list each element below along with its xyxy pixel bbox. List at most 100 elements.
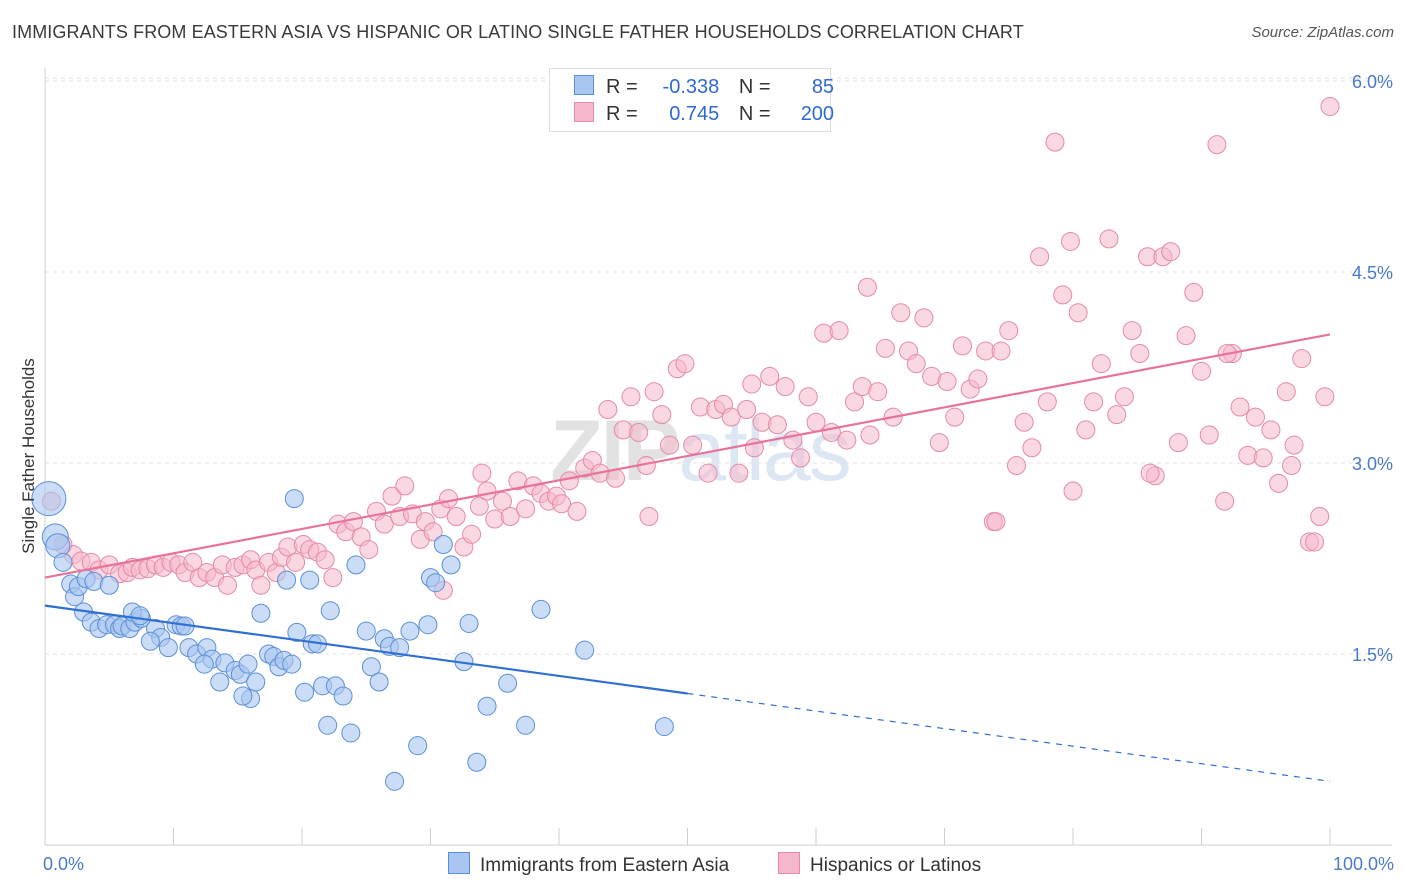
blue-point: [433, 534, 453, 554]
pink-point: [492, 491, 512, 511]
pink-point: [1276, 382, 1296, 402]
pink-point: [986, 512, 1006, 532]
pink-point: [1215, 491, 1235, 511]
pink-point: [1053, 285, 1073, 305]
pink-point: [1006, 456, 1026, 476]
blue-point: [467, 752, 487, 772]
blue-point: [318, 715, 338, 735]
pink-point: [1107, 405, 1127, 425]
blue-point: [31, 481, 67, 517]
pink-point: [675, 354, 695, 374]
blue-point: [575, 640, 595, 660]
pink-point: [472, 463, 492, 483]
pink-point: [1192, 361, 1211, 381]
pink-point: [621, 387, 641, 407]
n-value: 200: [800, 103, 835, 125]
pink-point: [644, 382, 664, 402]
blue-point: [441, 555, 461, 575]
pink-point: [952, 336, 972, 356]
pink-point: [516, 499, 536, 519]
pink-point: [1269, 473, 1289, 493]
blue-swatch: [574, 75, 594, 95]
pink-swatch: [778, 852, 800, 874]
pink-point: [945, 407, 965, 427]
pink-point: [1091, 354, 1111, 374]
pink-point: [729, 463, 749, 483]
pink-point: [374, 514, 394, 534]
pink-point: [742, 374, 762, 394]
blue-point: [459, 613, 479, 633]
pink-point: [698, 463, 718, 483]
pink-point: [767, 415, 787, 435]
pink-swatch: [574, 102, 594, 122]
blue-point: [385, 771, 405, 791]
legend-row-pink: R = 0.745 N = 200: [574, 102, 834, 126]
blue-point: [341, 723, 361, 743]
blue-point: [477, 696, 497, 716]
pink-point: [359, 540, 379, 560]
blue-point: [277, 570, 297, 590]
blue-point: [251, 603, 271, 623]
x-tick-label-min: 0.0%: [43, 854, 84, 874]
pink-point: [1014, 412, 1034, 432]
pink-point: [438, 489, 458, 509]
pink-point: [1114, 387, 1134, 407]
pink-point: [639, 506, 659, 526]
blue-point: [284, 489, 304, 509]
pink-point: [1245, 407, 1265, 427]
blue-point: [369, 672, 389, 692]
n-label: N =: [738, 103, 771, 125]
pink-point: [1305, 532, 1325, 552]
blue-point: [361, 657, 381, 677]
pink-point: [1253, 448, 1273, 468]
pink-point: [1140, 463, 1160, 483]
pink-point: [567, 501, 587, 521]
y-axis-label: Single Father Households: [19, 358, 38, 554]
pink-point: [1199, 425, 1219, 445]
y-tick-label: 1.5%: [1352, 645, 1393, 665]
pink-point: [868, 382, 888, 402]
pink-point: [1261, 420, 1281, 440]
pink-point: [462, 524, 482, 544]
pink-point: [1060, 231, 1080, 251]
pink-point: [629, 422, 649, 442]
pink-point: [323, 568, 343, 588]
pink-point: [217, 575, 237, 595]
pink-point: [968, 369, 988, 389]
pink-point: [837, 430, 857, 450]
blue-point: [418, 615, 438, 635]
pink-point: [1230, 397, 1250, 417]
pink-point: [860, 425, 880, 445]
pink-point: [1281, 456, 1301, 476]
blue-point: [210, 672, 230, 692]
pink-point: [500, 506, 520, 526]
pink-point: [791, 448, 811, 468]
blue-point: [390, 638, 410, 658]
trend-lines: [44, 333, 1331, 782]
blue-point: [130, 606, 150, 626]
pink-point: [1037, 392, 1057, 412]
pink-point: [477, 481, 497, 501]
blue-point: [287, 622, 307, 642]
blue-swatch: [448, 852, 470, 874]
pink-point: [382, 486, 402, 506]
pink-point: [857, 277, 877, 297]
pink-point: [1315, 387, 1335, 407]
y-tick-label: 4.5%: [1352, 263, 1393, 283]
blue-point: [99, 575, 119, 595]
chart-title: IMMIGRANTS FROM EASTERN ASIA VS HISPANIC…: [12, 22, 1024, 42]
r-label: R =: [606, 76, 638, 98]
pink-point: [683, 435, 703, 455]
pink-point: [598, 400, 618, 420]
pink-point: [395, 476, 415, 496]
pink-point: [845, 392, 865, 412]
blue-point: [158, 638, 178, 658]
y-tick-labels: 1.5% 3.0% 4.5% 6.0%: [1352, 72, 1393, 665]
pink-point: [1320, 96, 1340, 116]
pink-point: [552, 494, 572, 514]
pink-point: [829, 321, 849, 341]
pink-point: [875, 338, 895, 358]
pink-trend-line: [44, 333, 1331, 579]
pink-series-points: [41, 96, 1340, 600]
pink-point: [1122, 321, 1142, 341]
